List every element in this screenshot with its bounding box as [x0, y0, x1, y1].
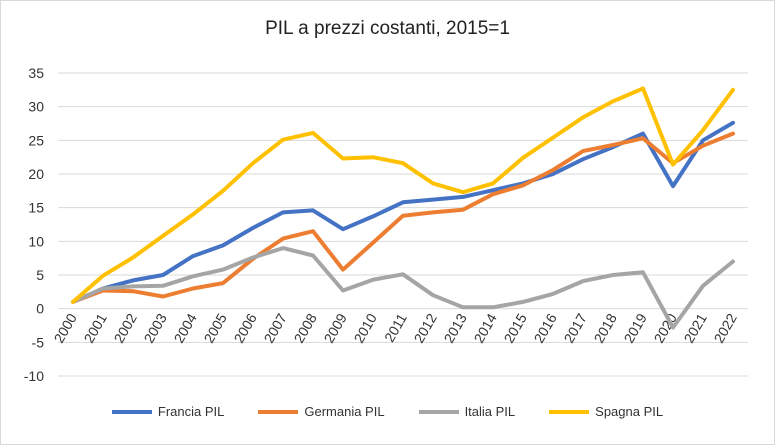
y-tick-label: 10	[28, 233, 44, 249]
x-tick-label: 2021	[680, 310, 710, 345]
x-tick-label: 2005	[200, 310, 230, 345]
x-tick-label: 2022	[710, 310, 740, 345]
x-tick-label: 2013	[440, 310, 470, 345]
x-tick-label: 2015	[500, 310, 530, 345]
y-tick-label: 0	[36, 301, 44, 317]
x-tick-label: 2000	[50, 310, 80, 345]
legend-label: Francia PIL	[157, 404, 225, 419]
y-tick-label: 25	[28, 132, 44, 148]
x-tick-label: 2002	[110, 310, 140, 345]
x-tick-label: 2012	[410, 310, 440, 345]
x-tick-label: 2001	[80, 310, 110, 345]
x-tick-label: 2018	[590, 310, 620, 345]
series-line-germania-pil	[71, 131, 735, 304]
legend-item: Italia PIL	[418, 404, 516, 419]
legend-item: Germania PIL	[258, 404, 385, 419]
x-tick-label: 2006	[230, 310, 260, 345]
x-tick-label: 2011	[381, 310, 410, 344]
y-tick-label: 35	[28, 65, 44, 81]
x-tick-label: 2017	[560, 310, 590, 345]
y-tick-label: 5	[36, 267, 44, 283]
x-tick-label: 2004	[170, 310, 200, 345]
x-tick-label: 2010	[350, 310, 380, 345]
chart-title: PIL a prezzi costanti, 2015=1	[265, 18, 510, 39]
legend-swatch	[418, 409, 459, 414]
y-tick-label: -5	[32, 334, 45, 350]
legend-swatch	[258, 409, 299, 414]
legend-item: Francia PIL	[111, 404, 225, 419]
legend-swatch	[549, 409, 590, 414]
x-axis-ticks: 2000 2001 2002 2003 2004 2005 2006 2007 2008 2009…	[50, 310, 740, 345]
x-tick-label: 2016	[530, 310, 560, 345]
x-tick-label: 2019	[620, 310, 650, 345]
legend-label: Italia PIL	[464, 404, 516, 419]
y-tick-label: 20	[28, 166, 44, 182]
x-tick-label: 2007	[260, 310, 290, 345]
x-tick-label: 2003	[140, 310, 170, 345]
y-tick-label: -10	[24, 368, 44, 384]
legend-swatch	[111, 409, 152, 414]
legend-label: Germania PIL	[304, 404, 385, 419]
y-axis-ticks: -10 -5 0 5 10 15 20 25 30 35	[24, 65, 44, 384]
x-tick-label: 2014	[470, 310, 500, 345]
y-tick-label: 30	[28, 99, 44, 115]
x-tick-label: 2009	[320, 310, 350, 345]
series-line-spagna-pil	[71, 86, 735, 304]
series-line-italia-pil	[71, 246, 735, 330]
y-tick-label: 15	[28, 200, 44, 216]
legend-label: Spagna PIL	[595, 404, 664, 419]
x-tick-label: 2008	[290, 310, 320, 345]
legend-item: Spagna PIL	[549, 404, 663, 419]
series-lines	[71, 86, 735, 330]
legend: Francia PIL Germania PIL Italia PIL Spagna …	[0, 404, 775, 419]
